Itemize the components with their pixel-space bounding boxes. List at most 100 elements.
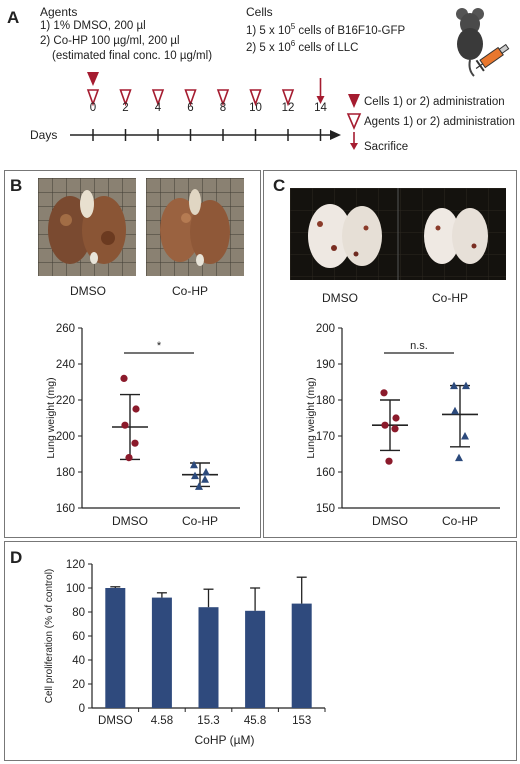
data-point — [121, 421, 129, 429]
timeline — [70, 72, 362, 150]
y-tick-label: 200 — [316, 323, 335, 335]
timeline-day-label: 4 — [154, 102, 162, 114]
y-tick-label: 120 — [66, 559, 85, 571]
data-point — [381, 421, 389, 429]
timeline-day-label: 0 — [89, 102, 97, 114]
y-tick-label: 180 — [316, 395, 335, 407]
data-point — [132, 405, 140, 413]
legend-agents-admin: Agents 1) or 2) administration — [364, 116, 515, 128]
chart-c-lung-weight: 150 160 170 180 190 200 Lung weight (mg) DMSO Co… — [305, 323, 500, 528]
x-category-label: DMSO — [112, 514, 148, 528]
chart-d-cell-proliferation: 0 20 40 60 80 100 120 Cell proliferation (% of … — [44, 559, 326, 747]
cells-line-1: 1) 5 x 105 cells of B16F10-GFP — [246, 22, 406, 37]
y-tick-label: 160 — [56, 503, 75, 515]
data-point — [450, 381, 458, 390]
agents-line-3: (estimated final conc. 10 µg/ml) — [52, 50, 213, 62]
y-tick-label: 200 — [56, 431, 75, 443]
data-point — [120, 374, 128, 382]
lung-photo-c — [290, 188, 506, 280]
x-category-label: 45.8 — [244, 715, 266, 727]
agents-title: Agents — [40, 5, 78, 19]
agents-line-1: 1) 1% DMSO, 200 µl — [40, 20, 146, 32]
x-category-label: 4.58 — [151, 715, 173, 727]
y-tick-label: 160 — [316, 467, 335, 479]
bar — [198, 607, 219, 708]
agent-admin-marker — [86, 89, 100, 107]
data-point — [385, 457, 393, 465]
y-tick-label: 40 — [72, 655, 85, 667]
bar — [245, 610, 266, 708]
legend-open-triangle — [346, 113, 362, 131]
y-tick-label: 60 — [72, 631, 85, 643]
timeline-day-label: 6 — [187, 102, 194, 114]
bar — [105, 588, 126, 708]
cells-line-2: 2) 5 x 106 cells of LLC — [246, 39, 359, 54]
x-category-label: 153 — [292, 715, 311, 727]
timeline-day-label: 14 — [314, 102, 327, 114]
bar — [151, 597, 172, 708]
agent-admin-marker — [184, 89, 197, 107]
data-point — [391, 425, 399, 433]
cell-admin-marker — [87, 72, 99, 86]
photo-label-dmso-c: DMSO — [322, 291, 358, 305]
photo-label-cohp-c: Co-HP — [432, 291, 469, 305]
photo-label-dmso-b: DMSO — [70, 284, 106, 298]
panel-c-label: C — [273, 176, 286, 195]
days-label: Days — [30, 128, 58, 142]
lung-photo-dmso-b — [38, 178, 136, 276]
data-point — [125, 454, 133, 462]
timeline-day-label: 2 — [122, 102, 129, 114]
data-point — [455, 453, 463, 462]
y-tick-label: 170 — [316, 431, 335, 443]
panel-a-label: A — [7, 8, 20, 27]
cells-title: Cells — [246, 5, 273, 19]
x-category-label: 15.3 — [197, 715, 219, 727]
y-axis-title: Cell proliferation (% of control) — [44, 569, 55, 704]
photo-label-cohp-b: Co-HP — [172, 284, 209, 298]
data-point — [380, 389, 388, 397]
legend-sacrifice: Sacrifice — [364, 141, 409, 153]
y-tick-label: 150 — [316, 503, 335, 515]
agent-admin-marker — [216, 89, 230, 107]
x-category-label: Co-HP — [182, 514, 218, 528]
legend-arrow-head — [350, 143, 358, 150]
mouse-syringe-icon — [456, 8, 510, 77]
agent-admin-marker — [151, 89, 165, 107]
y-tick-label: 0 — [79, 703, 85, 715]
chart-b-lung-weight: 160 180 200 220 240 260 Lung weight (mg) DMSO Co… — [45, 323, 240, 528]
panel-b-frame — [4, 170, 261, 538]
bar — [291, 603, 312, 708]
panel-b-label: B — [10, 176, 23, 195]
data-point — [195, 482, 203, 490]
y-axis-title: Lung weight (mg) — [305, 377, 317, 458]
y-tick-label: 220 — [56, 395, 75, 407]
timeline-day-label: 10 — [249, 102, 262, 114]
legend-filled-triangle — [348, 94, 360, 108]
agents-line-2: 2) Co-HP 100 µg/ml, 200 µl — [40, 35, 180, 47]
data-point — [462, 381, 470, 390]
legend-cells-admin: Cells 1) or 2) administration — [364, 96, 505, 108]
y-tick-label: 260 — [56, 323, 75, 335]
significance-label: * — [157, 340, 162, 352]
data-point — [131, 439, 139, 447]
timeline-day-label: 12 — [281, 102, 295, 114]
data-point — [451, 406, 459, 415]
agent-admin-marker — [119, 89, 132, 107]
panel-d-label: D — [10, 548, 23, 567]
x-axis-title: CoHP (µM) — [194, 733, 254, 747]
lung-photo-cohp-b — [146, 178, 244, 276]
x-category-label: DMSO — [98, 715, 133, 727]
panel-c-frame — [263, 170, 517, 538]
y-tick-label: 240 — [56, 359, 75, 371]
data-point — [191, 471, 199, 480]
y-tick-label: 180 — [56, 467, 75, 479]
data-point — [461, 432, 469, 440]
timeline-day-label: 8 — [219, 102, 227, 114]
y-tick-label: 190 — [316, 359, 335, 371]
x-category-label: Co-HP — [442, 514, 478, 528]
data-point — [392, 414, 400, 422]
significance-label: n.s. — [410, 340, 428, 352]
timeline-arrow — [330, 130, 341, 140]
data-point — [201, 475, 209, 483]
agent-admin-marker — [281, 89, 295, 107]
